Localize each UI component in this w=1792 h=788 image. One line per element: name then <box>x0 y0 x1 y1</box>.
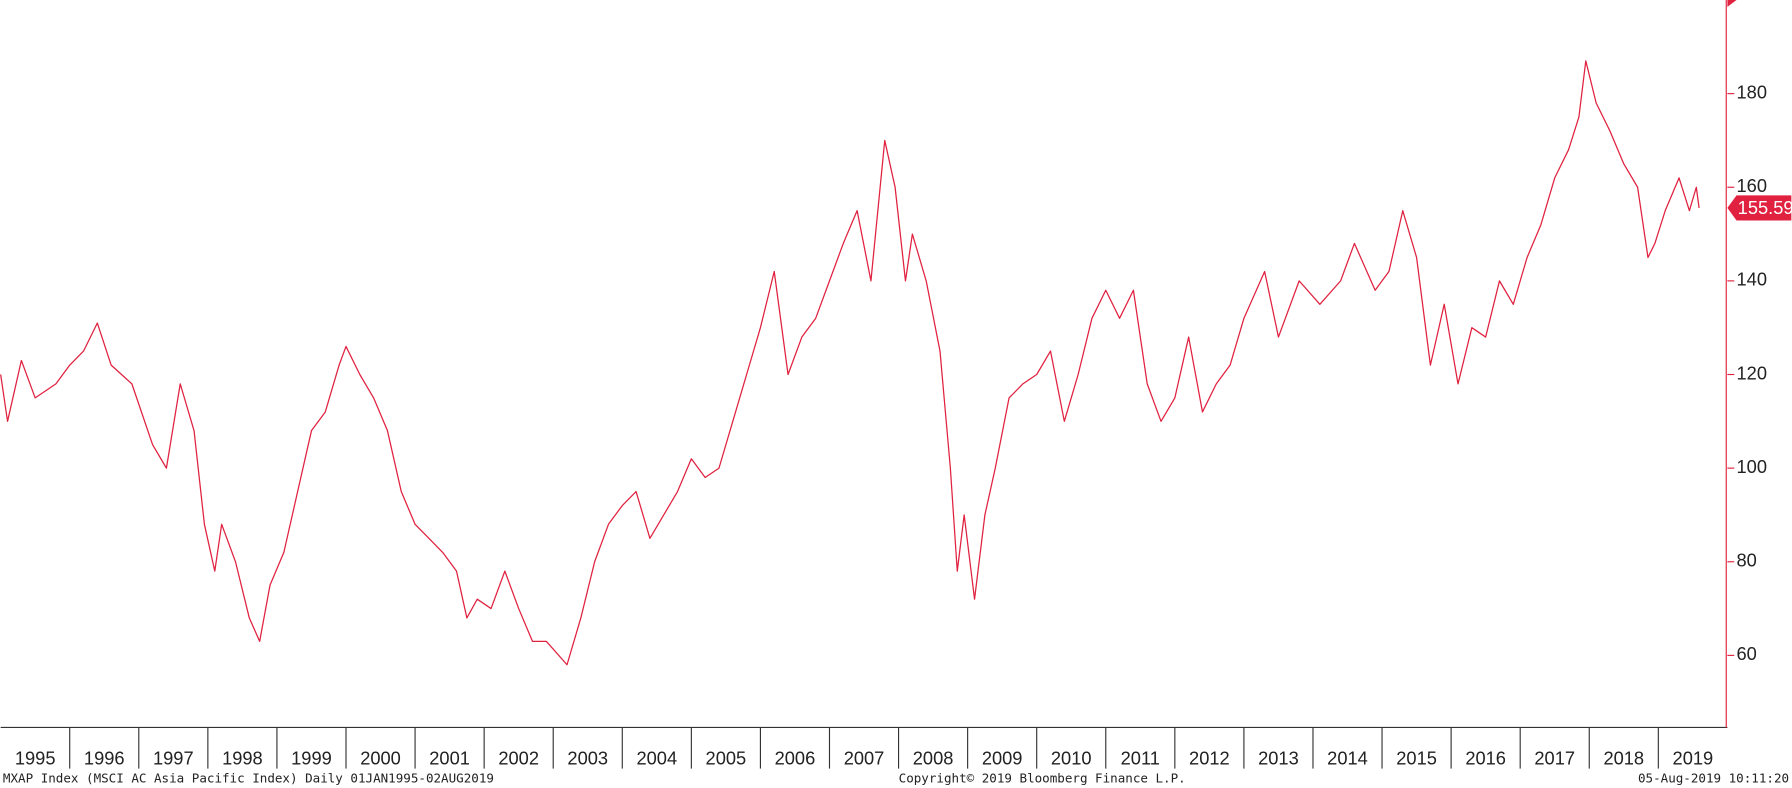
x-tick-label: 2014 <box>1327 747 1368 768</box>
x-tick-label: 2008 <box>913 747 954 768</box>
x-tick-label: 2013 <box>1258 747 1299 768</box>
x-tick-label: 2001 <box>429 747 470 768</box>
x-tick-label: 1997 <box>153 747 194 768</box>
x-tick-label: 2015 <box>1396 747 1437 768</box>
price-line <box>0 60 1700 666</box>
y-tick-label: 160 <box>1737 175 1767 196</box>
x-tick-label: 2005 <box>706 747 747 768</box>
y-tick-label: 140 <box>1737 269 1767 290</box>
x-tick-label: 2003 <box>567 747 608 768</box>
x-tick-label: 1996 <box>84 747 125 768</box>
x-tick-label: 2010 <box>1051 747 1092 768</box>
x-tick-label: 2002 <box>498 747 539 768</box>
last-value-label: 155.59 <box>1738 197 1792 218</box>
x-tick-label: 2006 <box>775 747 816 768</box>
y-tick-label: 120 <box>1737 362 1767 383</box>
last-value-tag <box>1727 195 1792 221</box>
x-tick-label: 2012 <box>1189 747 1230 768</box>
x-tick-label: 2016 <box>1465 747 1506 768</box>
y-tick-label: 60 <box>1737 643 1757 664</box>
x-tick-label: 2019 <box>1673 747 1714 768</box>
x-tick-label: 1999 <box>291 747 332 768</box>
footer-left: MXAP Index (MSCI AC Asia Pacific Index) … <box>3 770 494 785</box>
x-tick-label: 2011 <box>1121 747 1160 768</box>
y-tick-label: 80 <box>1737 550 1757 571</box>
x-tick-label: 1995 <box>15 747 56 768</box>
x-tick-label: 2009 <box>982 747 1023 768</box>
x-tick-label: 1998 <box>222 747 263 768</box>
y-tick-label: 180 <box>1737 81 1767 102</box>
footer-right: 05-Aug-2019 10:11:20 <box>1638 770 1789 785</box>
x-tick-label: 2018 <box>1603 747 1644 768</box>
y-tick-label: 100 <box>1737 456 1767 477</box>
footer-center: Copyright© 2019 Bloomberg Finance L.P. <box>899 770 1186 785</box>
x-tick-label: 2004 <box>636 747 677 768</box>
x-tick-label: 2017 <box>1534 747 1575 768</box>
x-tick-label: 2000 <box>360 747 401 768</box>
x-tick-label: 2007 <box>844 747 885 768</box>
axis-arrow <box>1727 0 1737 7</box>
